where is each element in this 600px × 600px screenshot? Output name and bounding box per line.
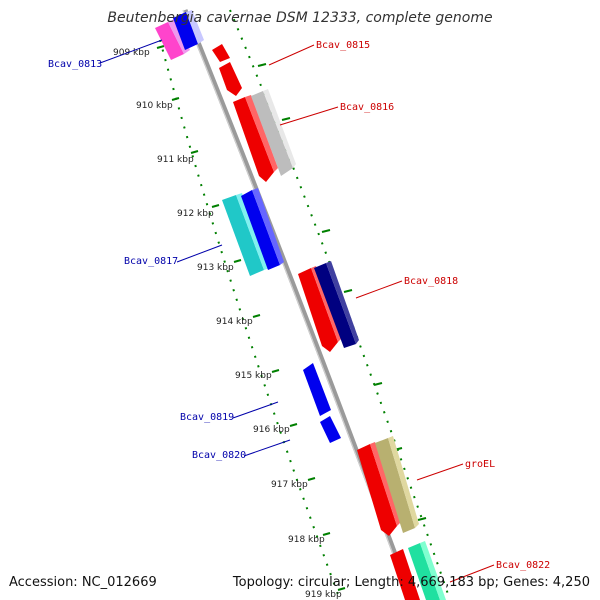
gene-label[interactable]: Bcav_0816	[340, 102, 394, 113]
tick-mark	[233, 259, 242, 263]
gene-feature[interactable]	[251, 91, 293, 176]
leader-line	[243, 439, 291, 457]
gene-feature[interactable]	[303, 363, 331, 416]
gene-feature-highlight	[311, 266, 342, 342]
tick-mark	[289, 423, 298, 427]
leader-line	[355, 280, 403, 299]
genes-plus-strand	[212, 44, 446, 600]
gene-feature[interactable]	[390, 549, 420, 600]
gene-feature[interactable]	[212, 44, 230, 62]
leader-line	[279, 106, 339, 126]
map-title: Beutenbergia cavernae DSM 12333, complet…	[107, 10, 492, 26]
tick-label: 919 kbp	[305, 590, 342, 600]
gene-label[interactable]: Bcav_0818	[404, 276, 458, 287]
leader-line	[268, 44, 315, 66]
tick-mark	[343, 289, 353, 293]
genes-minus-strand	[155, 10, 341, 443]
tick-mark	[373, 382, 383, 386]
gene-feature-highlight	[263, 89, 296, 168]
gene-feature[interactable]	[357, 444, 397, 536]
gene-feature-highlight	[420, 541, 446, 600]
tick-mark	[417, 517, 427, 521]
gene-label[interactable]: Bcav_0813	[48, 59, 102, 70]
tick-mark	[252, 314, 261, 318]
tick-label: 918 kbp	[288, 535, 325, 545]
tick-label: 911 kbp	[157, 155, 194, 165]
tick-labels: 909 kbp 910 kbp 911 kbp 912 kbp 913 kbp …	[113, 48, 342, 600]
leader-line	[176, 244, 223, 263]
leader-line	[449, 564, 495, 583]
tick-label: 915 kbp	[235, 371, 272, 381]
gene-feature-highlight	[388, 436, 419, 528]
gene-feature-highlight	[186, 10, 204, 44]
tick-mark	[190, 150, 199, 154]
gene-feature[interactable]	[408, 543, 440, 600]
tick-mark	[257, 63, 267, 67]
gene-label[interactable]: Bcav_0822	[496, 560, 550, 571]
leader-line	[416, 463, 464, 481]
gene-feature-highlight	[245, 95, 278, 172]
tick-label: 914 kbp	[216, 317, 253, 327]
tick-mark	[171, 97, 180, 101]
inner-tick-track	[159, 39, 341, 600]
tick-mark	[321, 229, 331, 233]
leader-lines	[99, 39, 495, 583]
accession-text: Accession: NC_012669	[9, 575, 157, 590]
tick-mark	[322, 532, 331, 536]
gene-feature-highlight	[370, 442, 401, 526]
tick-mark	[307, 477, 316, 481]
tick-label: 912 kbp	[177, 209, 214, 219]
gene-feature[interactable]	[233, 97, 274, 182]
gene-label[interactable]: Bcav_0815	[316, 40, 370, 51]
tick-mark	[281, 117, 291, 121]
tick-mark	[337, 587, 346, 591]
gene-feature[interactable]	[320, 416, 341, 443]
gene-feature[interactable]	[219, 62, 242, 96]
leader-line	[232, 401, 279, 419]
tick-label: 917 kbp	[271, 480, 308, 490]
gene-feature[interactable]	[173, 12, 198, 50]
gene-feature[interactable]	[222, 195, 264, 276]
gene-feature[interactable]	[314, 263, 356, 348]
gene-feature[interactable]	[155, 22, 184, 60]
gene-label[interactable]: groEL	[465, 459, 495, 470]
tick-mark	[211, 204, 220, 208]
major-ticks	[156, 45, 427, 591]
tick-label: 913 kbp	[197, 263, 234, 273]
gene-feature[interactable]	[375, 438, 415, 533]
gene-feature-highlight	[252, 188, 284, 265]
gene-feature-highlight	[326, 261, 359, 344]
tick-label: 909 kbp	[113, 48, 150, 58]
gene-labels: Bcav_0813 Bcav_0815 Bcav_0816 Bcav_0817 …	[48, 40, 550, 571]
genome-summary-text: Topology: circular; Length: 4,669,183 bp…	[232, 575, 590, 590]
tick-label: 916 kbp	[253, 425, 290, 435]
tick-mark	[156, 45, 165, 49]
tick-label: 910 kbp	[136, 101, 173, 111]
leader-line	[99, 39, 163, 64]
tick-mark	[271, 369, 280, 373]
gene-feature[interactable]	[241, 190, 280, 270]
gene-label[interactable]: Bcav_0819	[180, 412, 234, 423]
gene-feature[interactable]	[298, 268, 338, 352]
gene-label[interactable]: Bcav_0820	[192, 450, 246, 461]
gene-label[interactable]: Bcav_0817	[124, 256, 178, 267]
